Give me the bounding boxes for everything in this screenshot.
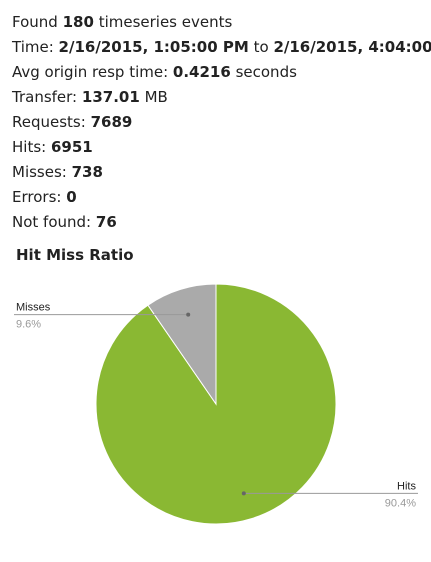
transfer-unit: MB	[144, 88, 168, 106]
hits-value: 6951	[50, 138, 93, 156]
hits-label: Hits:	[12, 138, 47, 156]
time-start: 2/16/2015, 1:05:00 PM	[58, 38, 249, 56]
notfound-value: 76	[95, 213, 117, 231]
slice-percent-misses: 9.6%	[16, 319, 41, 331]
avg-unit: seconds	[235, 63, 297, 81]
requests-line: Requests: 7689	[12, 110, 431, 135]
pie-slice-hits	[95, 283, 337, 525]
transfer-value: 137.01	[81, 88, 140, 106]
notfound-line: Not found: 76	[12, 210, 431, 235]
requests-label: Requests:	[12, 113, 86, 131]
slice-label-misses: Misses	[16, 302, 51, 314]
found-suffix: timeseries events	[98, 13, 233, 31]
time-to: to	[253, 38, 269, 56]
slice-label-hits: Hits	[397, 480, 416, 492]
time-label: Time:	[12, 38, 54, 56]
transfer-label: Transfer:	[12, 88, 78, 106]
misses-line: Misses: 738	[12, 160, 431, 185]
errors-value: 0	[66, 188, 77, 206]
found-prefix: Found	[12, 13, 58, 31]
leader-dot-misses	[186, 312, 191, 317]
misses-label: Misses:	[12, 163, 67, 181]
found-count: 180	[62, 13, 94, 31]
time-end: 2/16/2015, 4:04:00 PM	[273, 38, 431, 56]
found-line: Found 180 timeseries events	[12, 10, 431, 35]
leader-dot-hits	[241, 491, 246, 496]
errors-line: Errors: 0	[12, 185, 431, 210]
summary-stats: Found 180 timeseries events Time: 2/16/2…	[12, 10, 431, 235]
errors-label: Errors:	[12, 188, 62, 206]
requests-value: 7689	[90, 113, 133, 131]
transfer-line: Transfer: 137.01 MB	[12, 85, 431, 110]
misses-value: 738	[71, 163, 103, 181]
avg-line: Avg origin resp time: 0.4216 seconds	[12, 60, 431, 85]
hits-line: Hits: 6951	[12, 135, 431, 160]
pie-slice-misses	[147, 283, 217, 406]
avg-value: 0.4216	[172, 63, 231, 81]
slice-percent-hits: 90.4%	[385, 497, 416, 509]
time-line: Time: 2/16/2015, 1:05:00 PM to 2/16/2015…	[12, 35, 431, 60]
chart-title: Hit Miss Ratio	[16, 246, 134, 264]
notfound-label: Not found:	[12, 213, 92, 231]
avg-label: Avg origin resp time:	[12, 63, 169, 81]
